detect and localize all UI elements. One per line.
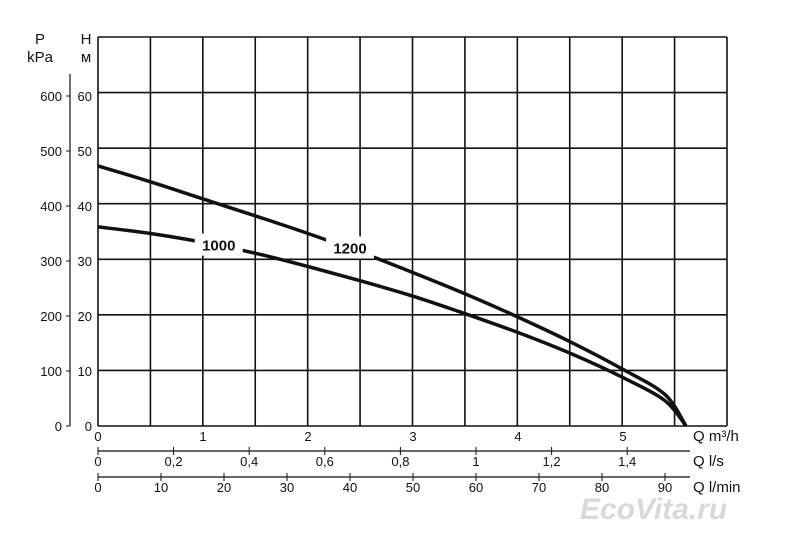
h-axis-tick-label: 0 xyxy=(85,419,92,434)
p-axis-tick-label: 100 xyxy=(40,364,62,379)
p-axis-tick-label: 500 xyxy=(40,144,62,159)
h-axis-tick-label: 10 xyxy=(78,364,92,379)
q-ls-tick-label: 0,6 xyxy=(316,454,334,469)
q-m3h-tick-label: 1 xyxy=(199,429,206,444)
h-axis-title: H xyxy=(81,31,92,48)
q-ls-tick-label: 0,2 xyxy=(165,454,183,469)
q-ls-tick-label: 0,8 xyxy=(391,454,409,469)
watermark: EcoVita.ru xyxy=(580,493,727,526)
q-lmin-tick-label: 90 xyxy=(658,480,672,495)
p-axis-title: P xyxy=(35,31,45,48)
p-axis-tick-label: 200 xyxy=(40,309,62,324)
h-axis-tick-label: 20 xyxy=(78,309,92,324)
q-lmin-tick-label: 80 xyxy=(595,480,609,495)
q-lmin-tick-label: 10 xyxy=(154,480,168,495)
q-m3h-tick-label: 0 xyxy=(94,429,101,444)
curve-label-1200: 1200 xyxy=(333,240,366,257)
q-m3h-tick-label: 4 xyxy=(514,429,521,444)
h-axis-tick-label: 30 xyxy=(78,254,92,269)
q-m3h-tick-label: 5 xyxy=(619,429,626,444)
q-m3h-axis-label: Q m³/h xyxy=(693,428,739,445)
h-axis-tick-label: 60 xyxy=(78,89,92,104)
q-m3h-tick-label: 3 xyxy=(409,429,416,444)
h-axis-tick-label: 50 xyxy=(78,144,92,159)
p-axis-tick-label: 600 xyxy=(40,89,62,104)
p-axis-tick-label: 400 xyxy=(40,199,62,214)
p-axis-tick-label: 300 xyxy=(40,254,62,269)
q-ls-tick-label: 1,2 xyxy=(543,454,561,469)
q-ls-tick-label: 1 xyxy=(472,454,479,469)
q-lmin-tick-label: 40 xyxy=(343,480,357,495)
q-lmin-tick-label: 60 xyxy=(469,480,483,495)
q-lmin-tick-label: 30 xyxy=(280,480,294,495)
q-lmin-tick-label: 50 xyxy=(406,480,420,495)
q-lmin-axis-label: Q l/min xyxy=(693,479,741,496)
curve-1200 xyxy=(97,164,688,427)
q-ls-axis-label: Q l/s xyxy=(693,453,724,470)
curve-1000 xyxy=(97,225,688,428)
q-ls-tick-label: 1,4 xyxy=(618,454,636,469)
curve-label-gap xyxy=(326,236,374,259)
h-axis-tick-label: 40 xyxy=(78,199,92,214)
curve-label-1000: 1000 xyxy=(202,238,235,255)
q-lmin-tick-label: 20 xyxy=(217,480,231,495)
p-axis-tick-label: 0 xyxy=(55,419,62,434)
h-axis-unit: м xyxy=(81,49,91,66)
curve-label-gap xyxy=(194,233,243,256)
q-m3h-tick-label: 2 xyxy=(304,429,311,444)
q-lmin-tick-label: 70 xyxy=(532,480,546,495)
q-ls-tick-label: 0,4 xyxy=(240,454,258,469)
p-axis-unit: kPa xyxy=(27,49,54,66)
q-lmin-tick-label: 0 xyxy=(94,480,101,495)
q-ls-tick-label: 0 xyxy=(94,454,101,469)
